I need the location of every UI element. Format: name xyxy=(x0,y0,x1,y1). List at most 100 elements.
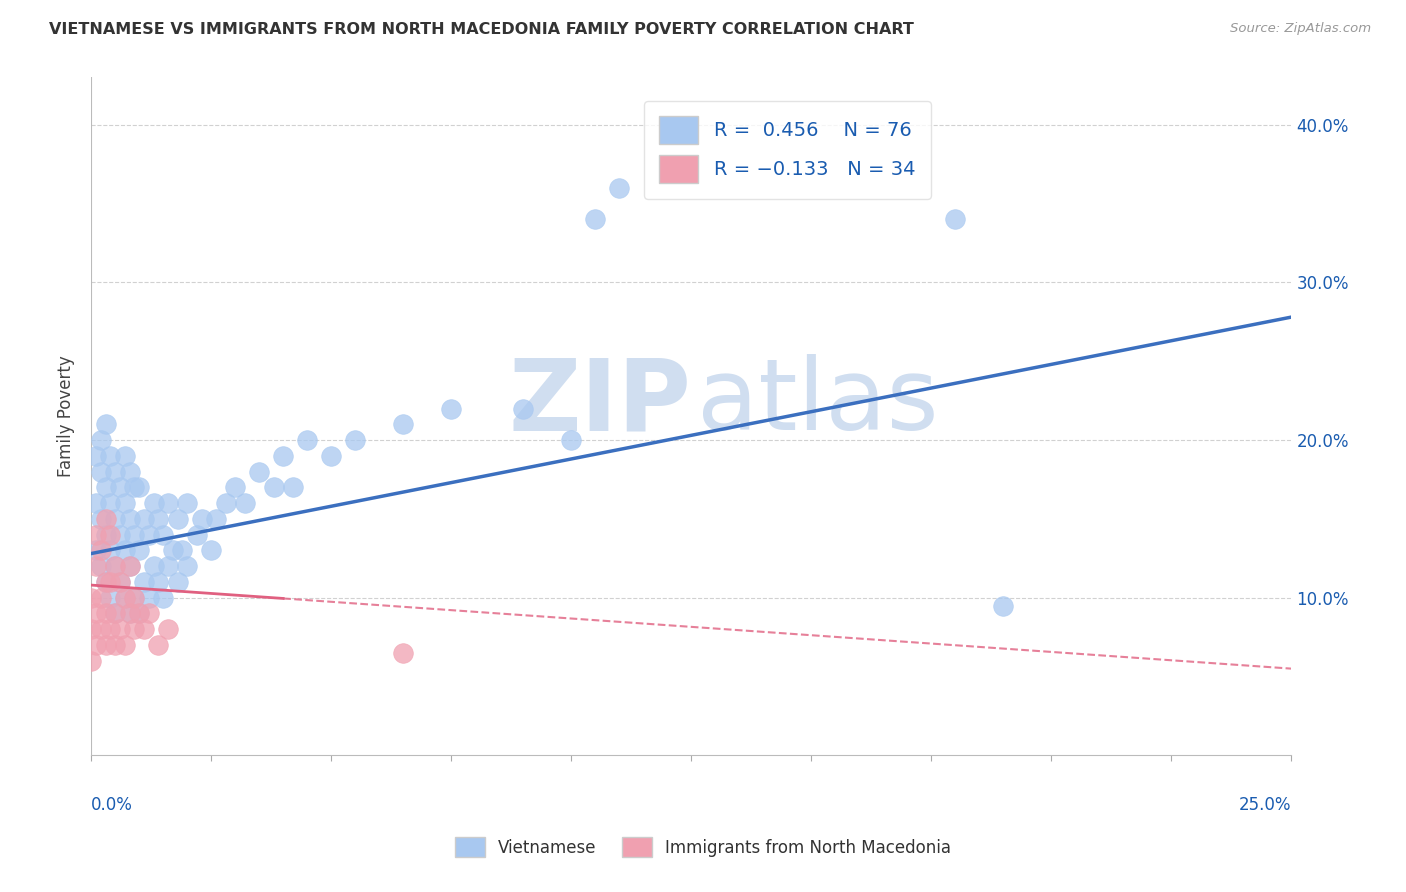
Text: VIETNAMESE VS IMMIGRANTS FROM NORTH MACEDONIA FAMILY POVERTY CORRELATION CHART: VIETNAMESE VS IMMIGRANTS FROM NORTH MACE… xyxy=(49,22,914,37)
Point xyxy=(84,527,107,541)
Point xyxy=(90,591,112,605)
Point xyxy=(156,622,179,636)
Point xyxy=(118,607,141,621)
Point xyxy=(114,496,136,510)
Point xyxy=(176,496,198,510)
Text: ZIP: ZIP xyxy=(509,354,692,451)
Point xyxy=(90,543,112,558)
Point xyxy=(114,591,136,605)
Point xyxy=(94,574,117,589)
Point xyxy=(214,496,236,510)
Point xyxy=(104,607,127,621)
Point xyxy=(108,480,131,494)
Point xyxy=(247,465,270,479)
Text: Source: ZipAtlas.com: Source: ZipAtlas.com xyxy=(1230,22,1371,36)
Legend: R =  0.456    N = 76, R = −0.133   N = 34: R = 0.456 N = 76, R = −0.133 N = 34 xyxy=(644,101,931,199)
Point xyxy=(118,465,141,479)
Point xyxy=(84,559,107,574)
Point xyxy=(138,527,160,541)
Point xyxy=(94,512,117,526)
Point xyxy=(281,480,304,494)
Point xyxy=(90,512,112,526)
Point xyxy=(124,591,146,605)
Point xyxy=(84,543,107,558)
Point xyxy=(607,181,630,195)
Point xyxy=(108,622,131,636)
Point xyxy=(148,638,170,652)
Text: 25.0%: 25.0% xyxy=(1239,796,1292,814)
Point xyxy=(118,512,141,526)
Point xyxy=(138,591,160,605)
Point xyxy=(118,559,141,574)
Point xyxy=(190,512,212,526)
Text: atlas: atlas xyxy=(697,354,939,451)
Point xyxy=(98,496,121,510)
Point xyxy=(148,512,170,526)
Point xyxy=(114,638,136,652)
Point xyxy=(90,433,112,447)
Point xyxy=(142,559,165,574)
Point xyxy=(344,433,367,447)
Point xyxy=(132,512,155,526)
Point xyxy=(124,622,146,636)
Point xyxy=(114,543,136,558)
Point xyxy=(104,607,127,621)
Point xyxy=(104,559,127,574)
Point xyxy=(108,574,131,589)
Point xyxy=(98,527,121,541)
Point xyxy=(138,607,160,621)
Point xyxy=(104,559,127,574)
Point xyxy=(84,449,107,463)
Point xyxy=(98,591,121,605)
Point xyxy=(263,480,285,494)
Point xyxy=(84,638,107,652)
Point xyxy=(392,417,415,432)
Point xyxy=(148,574,170,589)
Point xyxy=(162,543,184,558)
Point xyxy=(186,527,208,541)
Point xyxy=(128,607,150,621)
Point xyxy=(176,559,198,574)
Point xyxy=(108,574,131,589)
Point xyxy=(560,433,582,447)
Point xyxy=(512,401,534,416)
Point xyxy=(114,449,136,463)
Point xyxy=(98,543,121,558)
Point xyxy=(166,512,188,526)
Point xyxy=(152,591,174,605)
Point xyxy=(104,465,127,479)
Y-axis label: Family Poverty: Family Poverty xyxy=(58,356,75,477)
Point xyxy=(142,496,165,510)
Point xyxy=(98,574,121,589)
Point xyxy=(104,638,127,652)
Point xyxy=(94,417,117,432)
Point xyxy=(90,465,112,479)
Point xyxy=(124,480,146,494)
Point xyxy=(84,607,107,621)
Point xyxy=(94,638,117,652)
Point xyxy=(128,480,150,494)
Point xyxy=(132,622,155,636)
Point xyxy=(172,543,194,558)
Point xyxy=(224,480,246,494)
Point xyxy=(166,574,188,589)
Point xyxy=(114,591,136,605)
Point xyxy=(392,646,415,660)
Point xyxy=(90,622,112,636)
Point xyxy=(205,512,228,526)
Point xyxy=(94,574,117,589)
Text: 0.0%: 0.0% xyxy=(91,796,134,814)
Point xyxy=(124,591,146,605)
Point xyxy=(94,527,117,541)
Point xyxy=(80,654,103,668)
Point xyxy=(321,449,343,463)
Point xyxy=(943,212,966,227)
Point xyxy=(108,527,131,541)
Point xyxy=(104,512,127,526)
Point xyxy=(80,591,103,605)
Point xyxy=(98,622,121,636)
Point xyxy=(118,607,141,621)
Point xyxy=(295,433,318,447)
Point xyxy=(132,574,155,589)
Legend: Vietnamese, Immigrants from North Macedonia: Vietnamese, Immigrants from North Macedo… xyxy=(447,829,959,866)
